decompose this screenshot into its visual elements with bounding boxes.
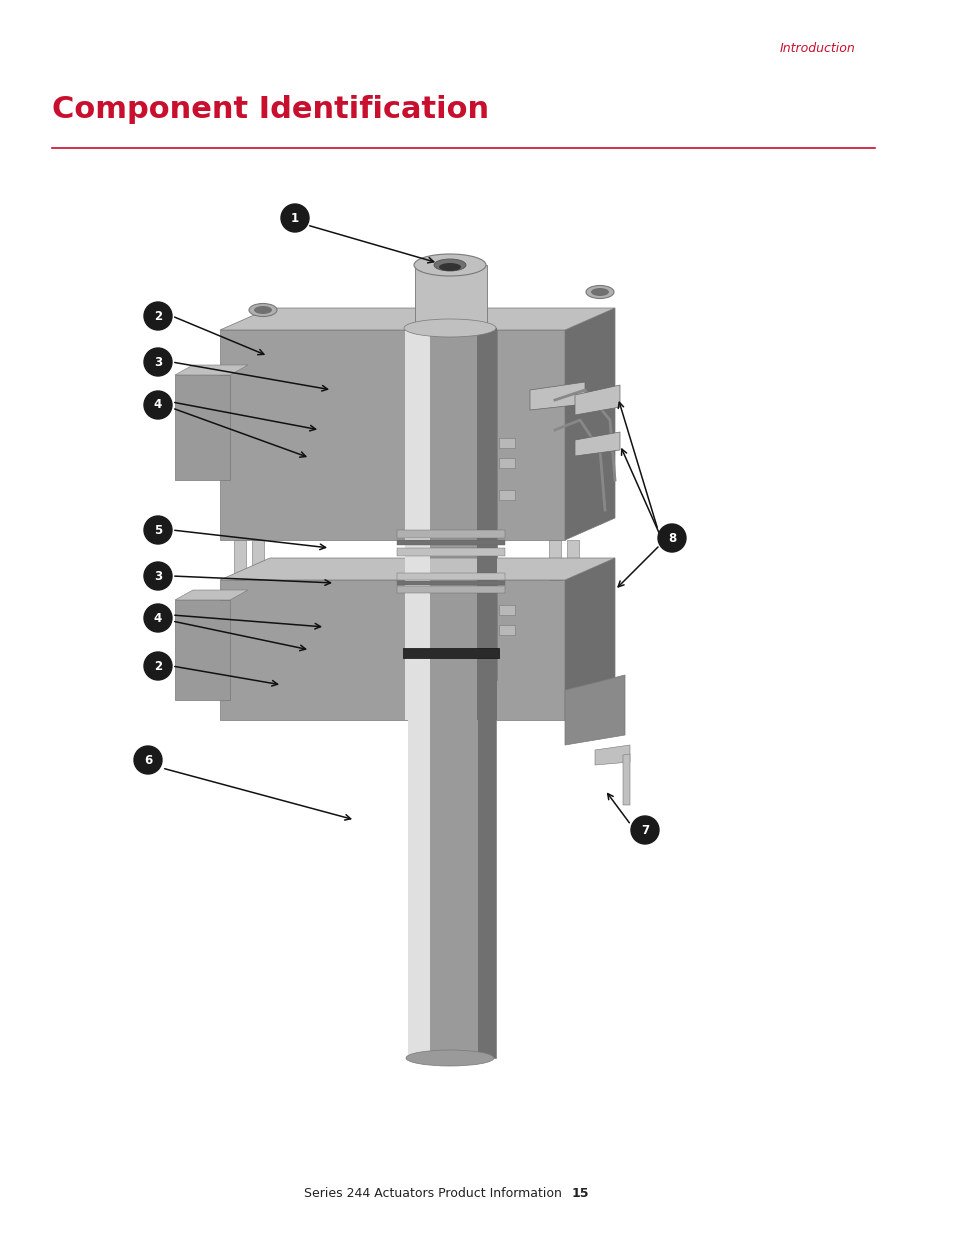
Polygon shape [396, 585, 504, 593]
Circle shape [144, 604, 172, 632]
Polygon shape [595, 745, 629, 764]
Polygon shape [564, 558, 615, 720]
Circle shape [144, 652, 172, 680]
Polygon shape [396, 540, 504, 545]
Polygon shape [530, 382, 584, 410]
Polygon shape [548, 540, 560, 580]
Polygon shape [252, 540, 264, 580]
Polygon shape [575, 432, 619, 456]
Text: Introduction: Introduction [780, 42, 855, 56]
Polygon shape [564, 308, 615, 540]
Polygon shape [405, 330, 497, 540]
Text: 2: 2 [153, 659, 162, 673]
Polygon shape [174, 366, 248, 375]
Circle shape [144, 391, 172, 419]
Polygon shape [396, 573, 504, 580]
Polygon shape [174, 375, 230, 480]
Polygon shape [402, 648, 498, 658]
Ellipse shape [253, 306, 272, 314]
Text: 3: 3 [153, 569, 162, 583]
Text: 2: 2 [153, 310, 162, 322]
Circle shape [144, 348, 172, 375]
Circle shape [630, 816, 659, 844]
Ellipse shape [590, 288, 608, 296]
Polygon shape [498, 605, 515, 615]
Polygon shape [174, 590, 248, 600]
Text: 6: 6 [144, 753, 152, 767]
Polygon shape [498, 458, 515, 468]
Text: 3: 3 [153, 356, 162, 368]
Text: 15: 15 [572, 1187, 589, 1200]
Polygon shape [415, 266, 486, 329]
Circle shape [281, 204, 309, 232]
Polygon shape [476, 330, 497, 540]
Text: 4: 4 [153, 399, 162, 411]
Polygon shape [396, 548, 504, 556]
Polygon shape [405, 329, 430, 680]
Polygon shape [622, 755, 629, 805]
Polygon shape [220, 580, 564, 720]
Polygon shape [498, 490, 515, 500]
Ellipse shape [414, 254, 485, 275]
Polygon shape [220, 330, 564, 540]
Text: 5: 5 [153, 524, 162, 536]
Circle shape [144, 562, 172, 590]
Circle shape [144, 303, 172, 330]
Polygon shape [396, 580, 504, 585]
Polygon shape [498, 438, 515, 448]
Polygon shape [405, 329, 497, 680]
Text: 4: 4 [153, 611, 162, 625]
Text: 7: 7 [640, 824, 648, 836]
Polygon shape [408, 678, 496, 1058]
Polygon shape [476, 329, 497, 680]
Polygon shape [396, 530, 504, 538]
Circle shape [144, 516, 172, 543]
Text: 8: 8 [667, 531, 676, 545]
Polygon shape [405, 580, 430, 720]
Polygon shape [498, 625, 515, 635]
Polygon shape [220, 558, 615, 580]
Ellipse shape [249, 304, 276, 316]
Circle shape [133, 746, 162, 774]
Polygon shape [477, 678, 496, 1058]
Circle shape [658, 524, 685, 552]
Polygon shape [220, 308, 615, 330]
Polygon shape [566, 540, 578, 580]
Ellipse shape [585, 285, 614, 299]
Text: Component Identification: Component Identification [52, 95, 489, 124]
Polygon shape [476, 580, 497, 720]
Polygon shape [405, 580, 497, 720]
Ellipse shape [403, 319, 496, 337]
Ellipse shape [406, 1050, 494, 1066]
Polygon shape [564, 676, 624, 745]
Polygon shape [174, 600, 230, 700]
Text: 1: 1 [291, 211, 298, 225]
Polygon shape [405, 330, 430, 540]
Text: Series 244 Actuators Product Information: Series 244 Actuators Product Information [304, 1187, 569, 1200]
Polygon shape [233, 540, 246, 580]
Ellipse shape [438, 263, 460, 270]
Polygon shape [575, 385, 619, 415]
Ellipse shape [434, 259, 465, 270]
Polygon shape [408, 678, 430, 1058]
